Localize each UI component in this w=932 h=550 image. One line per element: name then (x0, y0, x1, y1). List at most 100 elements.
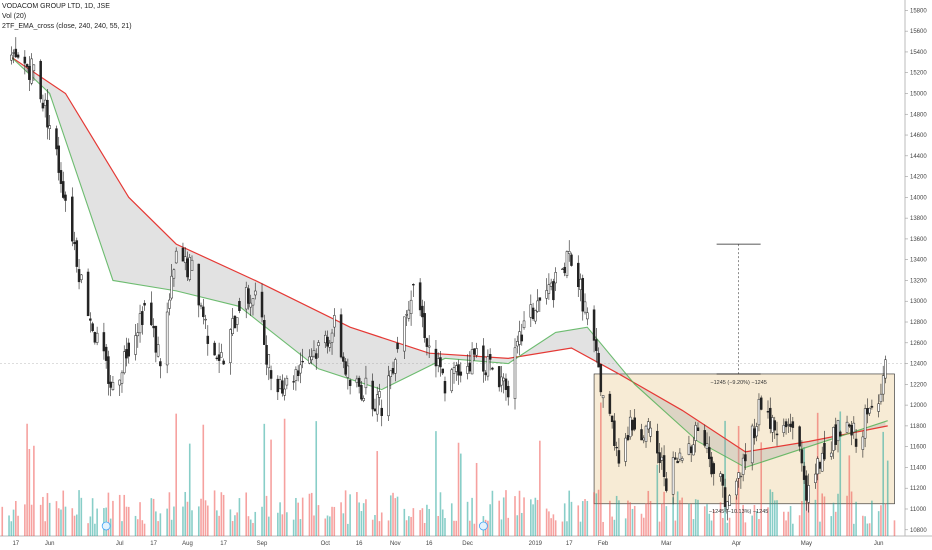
candle-body (884, 359, 887, 379)
candle-body (276, 378, 280, 393)
candle-body (728, 495, 731, 506)
volume-bar (48, 502, 51, 536)
candle-body (394, 359, 397, 374)
volume-bar (611, 516, 613, 536)
volume-bar (159, 513, 162, 536)
volume-bar (792, 523, 794, 536)
candle-body (32, 64, 36, 72)
volume-bar (317, 505, 320, 536)
candle-body (143, 302, 146, 306)
candle-body (687, 443, 691, 455)
candle-body (721, 474, 725, 486)
candle-body (360, 385, 363, 400)
volume-bar (60, 509, 62, 536)
candle-body (818, 462, 822, 469)
candle-body (107, 356, 110, 384)
volume-bar (55, 501, 58, 536)
volume-bar (73, 515, 76, 536)
y-tick-label: 14800 (910, 112, 927, 118)
candle-body (538, 297, 542, 301)
volume-bar (631, 508, 634, 536)
x-tick-label: Jun (874, 541, 884, 547)
volume-bar (520, 512, 523, 536)
volume-bar (428, 508, 430, 536)
volume-bar (331, 506, 333, 536)
volume-bar (645, 503, 647, 536)
ema-slow-line (10, 56, 888, 453)
candle-body (459, 371, 463, 376)
candle-body (120, 372, 124, 384)
candle-body (296, 370, 300, 376)
candle-body (371, 380, 374, 410)
volume-bar (785, 520, 787, 536)
volume-bar (712, 509, 715, 536)
x-tick-label: 2019 (529, 541, 543, 547)
candle-body (427, 345, 431, 348)
y-tick-label: 14200 (910, 175, 927, 181)
candle-body (665, 478, 668, 491)
candle-body (249, 302, 252, 308)
candle-body (231, 318, 234, 334)
candle-body (708, 447, 711, 460)
candle-body (269, 370, 273, 379)
volume-bar (848, 455, 851, 536)
volume-bar (536, 499, 539, 536)
candle-body (150, 302, 153, 326)
candle-body (267, 354, 271, 369)
candle-body (881, 375, 885, 395)
x-tick-label: Jun (45, 541, 55, 547)
candle-body (452, 367, 456, 374)
candle-body (434, 348, 438, 367)
y-tick-label: 11200 (910, 486, 927, 492)
candle-body (14, 48, 18, 58)
candle-body (380, 407, 383, 416)
volume-bar (286, 512, 288, 536)
candle-body (247, 288, 250, 304)
candle-body (154, 325, 158, 353)
candle-body (407, 309, 411, 319)
volume-bar (627, 500, 629, 536)
candle-body (689, 446, 693, 453)
candle-body (141, 311, 144, 325)
candle-body (165, 311, 169, 366)
volume-bar (423, 522, 426, 536)
candle-body (118, 379, 121, 386)
candle-body (466, 366, 469, 374)
candle-body (314, 353, 318, 359)
volume-bar (1, 506, 4, 536)
volume-bar (722, 517, 724, 536)
volume-bar (310, 492, 313, 536)
volume-bar (349, 494, 351, 536)
candle-body (233, 315, 237, 329)
volume-bar (123, 494, 126, 536)
volume-bar (609, 500, 611, 536)
candle-body (215, 357, 219, 360)
candle-body (378, 391, 381, 398)
candle-body (391, 367, 395, 374)
volume-bar (17, 515, 19, 536)
candle-body (570, 254, 573, 266)
candle-body (251, 298, 255, 306)
volume-bar (487, 520, 489, 536)
volume-bar (473, 523, 476, 536)
candle-body (186, 258, 189, 278)
candle-body (563, 266, 566, 274)
candle-body (798, 426, 801, 447)
candle-body (784, 421, 788, 428)
volume-bar (742, 504, 744, 536)
volume-bar (882, 431, 884, 536)
volume-bar (862, 515, 864, 536)
candle-body (403, 316, 406, 352)
candle-body (768, 407, 772, 429)
volume-bar (834, 511, 837, 536)
volume-bar (360, 511, 363, 536)
x-tick-label: Feb (598, 541, 609, 547)
volume-bar (326, 515, 329, 536)
volume-bar (64, 506, 67, 536)
candle-body (595, 339, 598, 351)
candle-body (599, 364, 603, 393)
volume-bar (261, 506, 263, 536)
candle-body (299, 364, 302, 374)
x-tick-label: Oct (321, 541, 331, 547)
